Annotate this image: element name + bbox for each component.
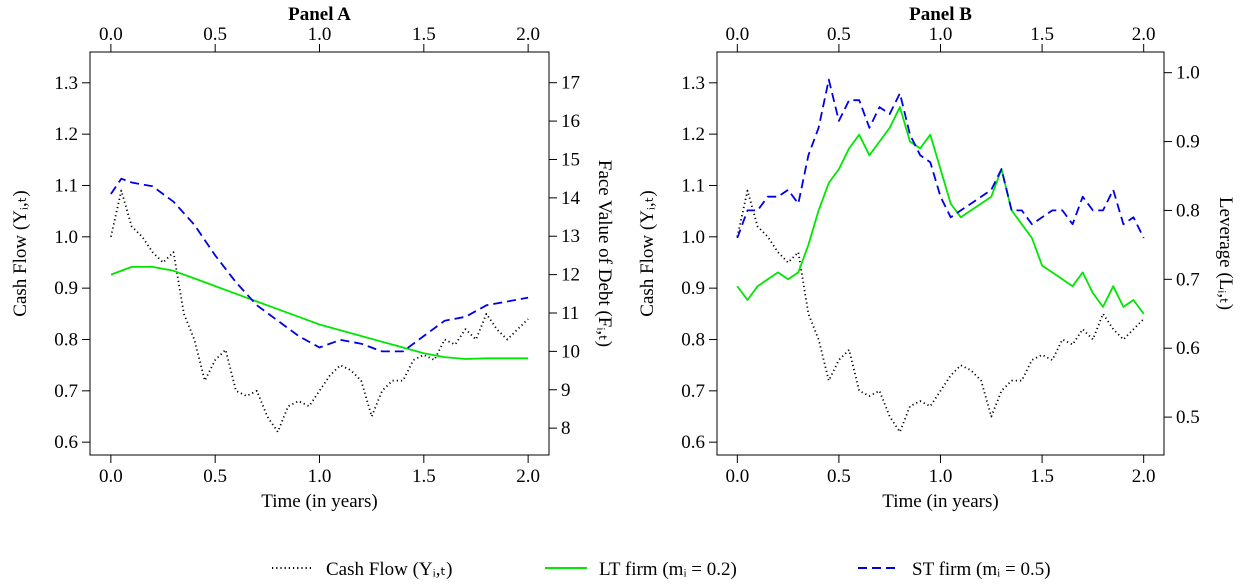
y-right-tick-label: 13 — [561, 226, 580, 247]
y-left-tick-label: 0.6 — [54, 432, 78, 453]
legend-label: LT firm (mᵢ = 0.2) — [599, 559, 737, 580]
y-left-axis-title: Cash Flow (Yᵢ,ₜ) — [637, 190, 658, 316]
x-tick-label: 1.5 — [412, 466, 436, 487]
series-line-2-3 — [736, 78, 1145, 239]
y-left-axis-title: Cash Flow (Yᵢ,ₜ) — [10, 190, 31, 316]
y-right-tick-label: 0.5 — [1176, 407, 1200, 428]
x-tick-label: 1.0 — [308, 466, 332, 487]
x-top-tick-label: 1.5 — [1030, 24, 1054, 45]
x-tick-label: 0.5 — [203, 466, 227, 487]
x-tick-label: 2.0 — [1132, 466, 1156, 487]
x-tick-label: 0.5 — [827, 466, 851, 487]
y-right-axis-title: Leverage (Lᵢ,ₜ) — [1215, 197, 1236, 310]
panel-title: Panel A — [288, 4, 351, 25]
y-right-tick-label: 8 — [561, 418, 571, 439]
y-left-tick-label: 1.3 — [681, 73, 705, 94]
panel-title: Panel B — [909, 4, 972, 25]
y-left-tick-label: 0.9 — [54, 278, 78, 299]
y-right-tick-label: 0.9 — [1176, 132, 1200, 153]
plot-frame-1 — [89, 51, 550, 456]
y-right-tick-label: 0.6 — [1176, 338, 1200, 359]
x-axis-title: Time (in years) — [261, 491, 377, 512]
y-left-tick-label: 0.8 — [681, 329, 705, 350]
x-tick-label: 1.0 — [929, 466, 953, 487]
x-top-tick-label: 1.5 — [412, 24, 436, 45]
series-line-1-1 — [110, 189, 529, 433]
y-right-tick-label: 16 — [561, 111, 580, 132]
y-left-tick-label: 1.3 — [54, 73, 78, 94]
y-right-tick-label: 11 — [561, 303, 579, 324]
legend-label: ST firm (mᵢ = 0.5) — [912, 559, 1051, 580]
x-top-tick-label: 0.5 — [827, 24, 851, 45]
x-top-tick-label: 1.0 — [929, 24, 953, 45]
y-left-tick-label: 0.8 — [54, 329, 78, 350]
x-axis-title: Time (in years) — [882, 491, 998, 512]
y-right-tick-label: 17 — [561, 73, 580, 94]
x-top-tick-label: 0.5 — [203, 24, 227, 45]
y-left-tick-label: 0.9 — [681, 278, 705, 299]
y-right-tick-label: 14 — [561, 188, 581, 209]
x-top-tick-label: 0.0 — [725, 24, 749, 45]
legend-label: Cash Flow (Yᵢ,ₜ) — [326, 559, 452, 580]
y-right-axis-title: Face Value of Debt (Fᵢ,ₜ) — [594, 160, 615, 347]
x-tick-label: 0.0 — [725, 466, 749, 487]
x-top-tick-label: 0.0 — [99, 24, 123, 45]
series-line-1-2 — [110, 265, 529, 360]
y-right-tick-label: 0.7 — [1176, 269, 1200, 290]
y-right-tick-label: 15 — [561, 149, 580, 170]
y-right-tick-label: 0.8 — [1176, 200, 1200, 221]
x-tick-label: 2.0 — [516, 466, 540, 487]
y-left-tick-label: 1.1 — [54, 175, 78, 196]
y-right-tick-label: 9 — [561, 380, 571, 401]
y-left-tick-label: 1.0 — [54, 227, 78, 248]
x-top-tick-label: 2.0 — [516, 24, 540, 45]
y-right-tick-label: 12 — [561, 265, 580, 286]
series-line-2-1 — [736, 189, 1145, 433]
x-top-tick-label: 1.0 — [308, 24, 332, 45]
y-left-tick-label: 1.2 — [54, 124, 78, 145]
x-tick-label: 0.0 — [99, 466, 123, 487]
y-left-tick-label: 1.0 — [681, 227, 705, 248]
y-left-tick-label: 0.7 — [54, 381, 78, 402]
y-left-tick-label: 1.2 — [681, 124, 705, 145]
y-left-tick-label: 0.6 — [681, 432, 705, 453]
y-left-tick-label: 0.7 — [681, 381, 705, 402]
y-right-tick-label: 1.0 — [1176, 63, 1200, 84]
x-top-tick-label: 2.0 — [1132, 24, 1156, 45]
series-line-1-3 — [110, 177, 529, 353]
plot-frame-2 — [716, 51, 1165, 456]
y-left-tick-label: 1.1 — [681, 175, 705, 196]
series-line-2-2 — [736, 106, 1145, 315]
x-tick-label: 1.5 — [1030, 466, 1054, 487]
y-right-tick-label: 10 — [561, 341, 580, 362]
